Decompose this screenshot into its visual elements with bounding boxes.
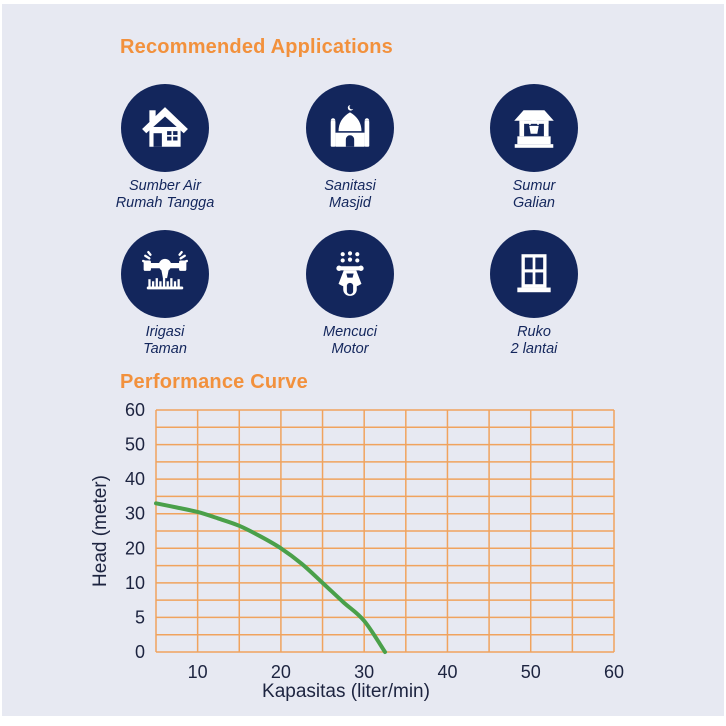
x-axis-title: Kapasitas (liter/min) [262,681,430,702]
app-item-dug-well: Sumur Galian [449,84,619,212]
app-label: Irigasi Taman [143,324,187,358]
app-label-line1: Sanitasi [324,178,376,194]
svg-text:30: 30 [354,662,374,682]
app-label-line1: Sumur [512,178,556,194]
app-item-garden-irrigation: Irigasi Taman [80,230,250,358]
app-label: Mencuci Motor [323,324,377,358]
applications-section-title: Recommended Applications [120,36,393,58]
app-label-line1: Mencuci [323,324,377,340]
app-item-mosque-sanitation: Sanitasi Masjid [265,84,435,212]
y-axis-title: Head (meter) [90,475,111,587]
app-label-line1: Sumber Air [129,178,201,194]
svg-text:50: 50 [521,662,541,682]
app-item-water-source: Sumber Air Rumah Tangga [80,84,250,212]
app-label-line2: Motor [331,341,369,357]
svg-text:10: 10 [188,662,208,682]
sprinkler-icon [121,230,209,318]
app-label: Sumber Air Rumah Tangga [116,178,215,212]
window-icon [490,230,578,318]
svg-text:30: 30 [125,504,145,524]
svg-text:40: 40 [125,469,145,489]
svg-text:20: 20 [271,662,291,682]
app-label-line2: 2 lantai [510,341,558,357]
app-label-line2: Rumah Tangga [115,195,215,211]
app-label: Sanitasi Masjid [324,178,376,212]
svg-text:60: 60 [604,662,624,682]
app-item-motorbike-washing: Mencuci Motor [265,230,435,358]
well-icon [490,84,578,172]
svg-text:40: 40 [437,662,457,682]
app-label-line1: Irigasi [145,324,185,340]
house-icon [121,84,209,172]
svg-text:10: 10 [125,573,145,593]
app-label-line2: Masjid [329,195,371,211]
svg-text:0: 0 [135,642,145,662]
app-label: Sumur Galian [513,178,556,212]
svg-text:60: 60 [125,400,145,420]
performance-section-title: Performance Curve [120,371,308,393]
app-label-line2: Taman [143,341,187,357]
svg-text:5: 5 [135,607,145,627]
svg-text:50: 50 [125,435,145,455]
app-label: Ruko 2 lantai [511,324,558,358]
app-label-line1: Ruko [517,324,551,340]
scooter-icon [306,230,394,318]
app-label-line2: Galian [513,195,555,211]
app-item-shophouse: Ruko 2 lantai [449,230,619,358]
mosque-icon [306,84,394,172]
svg-text:20: 20 [125,538,145,558]
